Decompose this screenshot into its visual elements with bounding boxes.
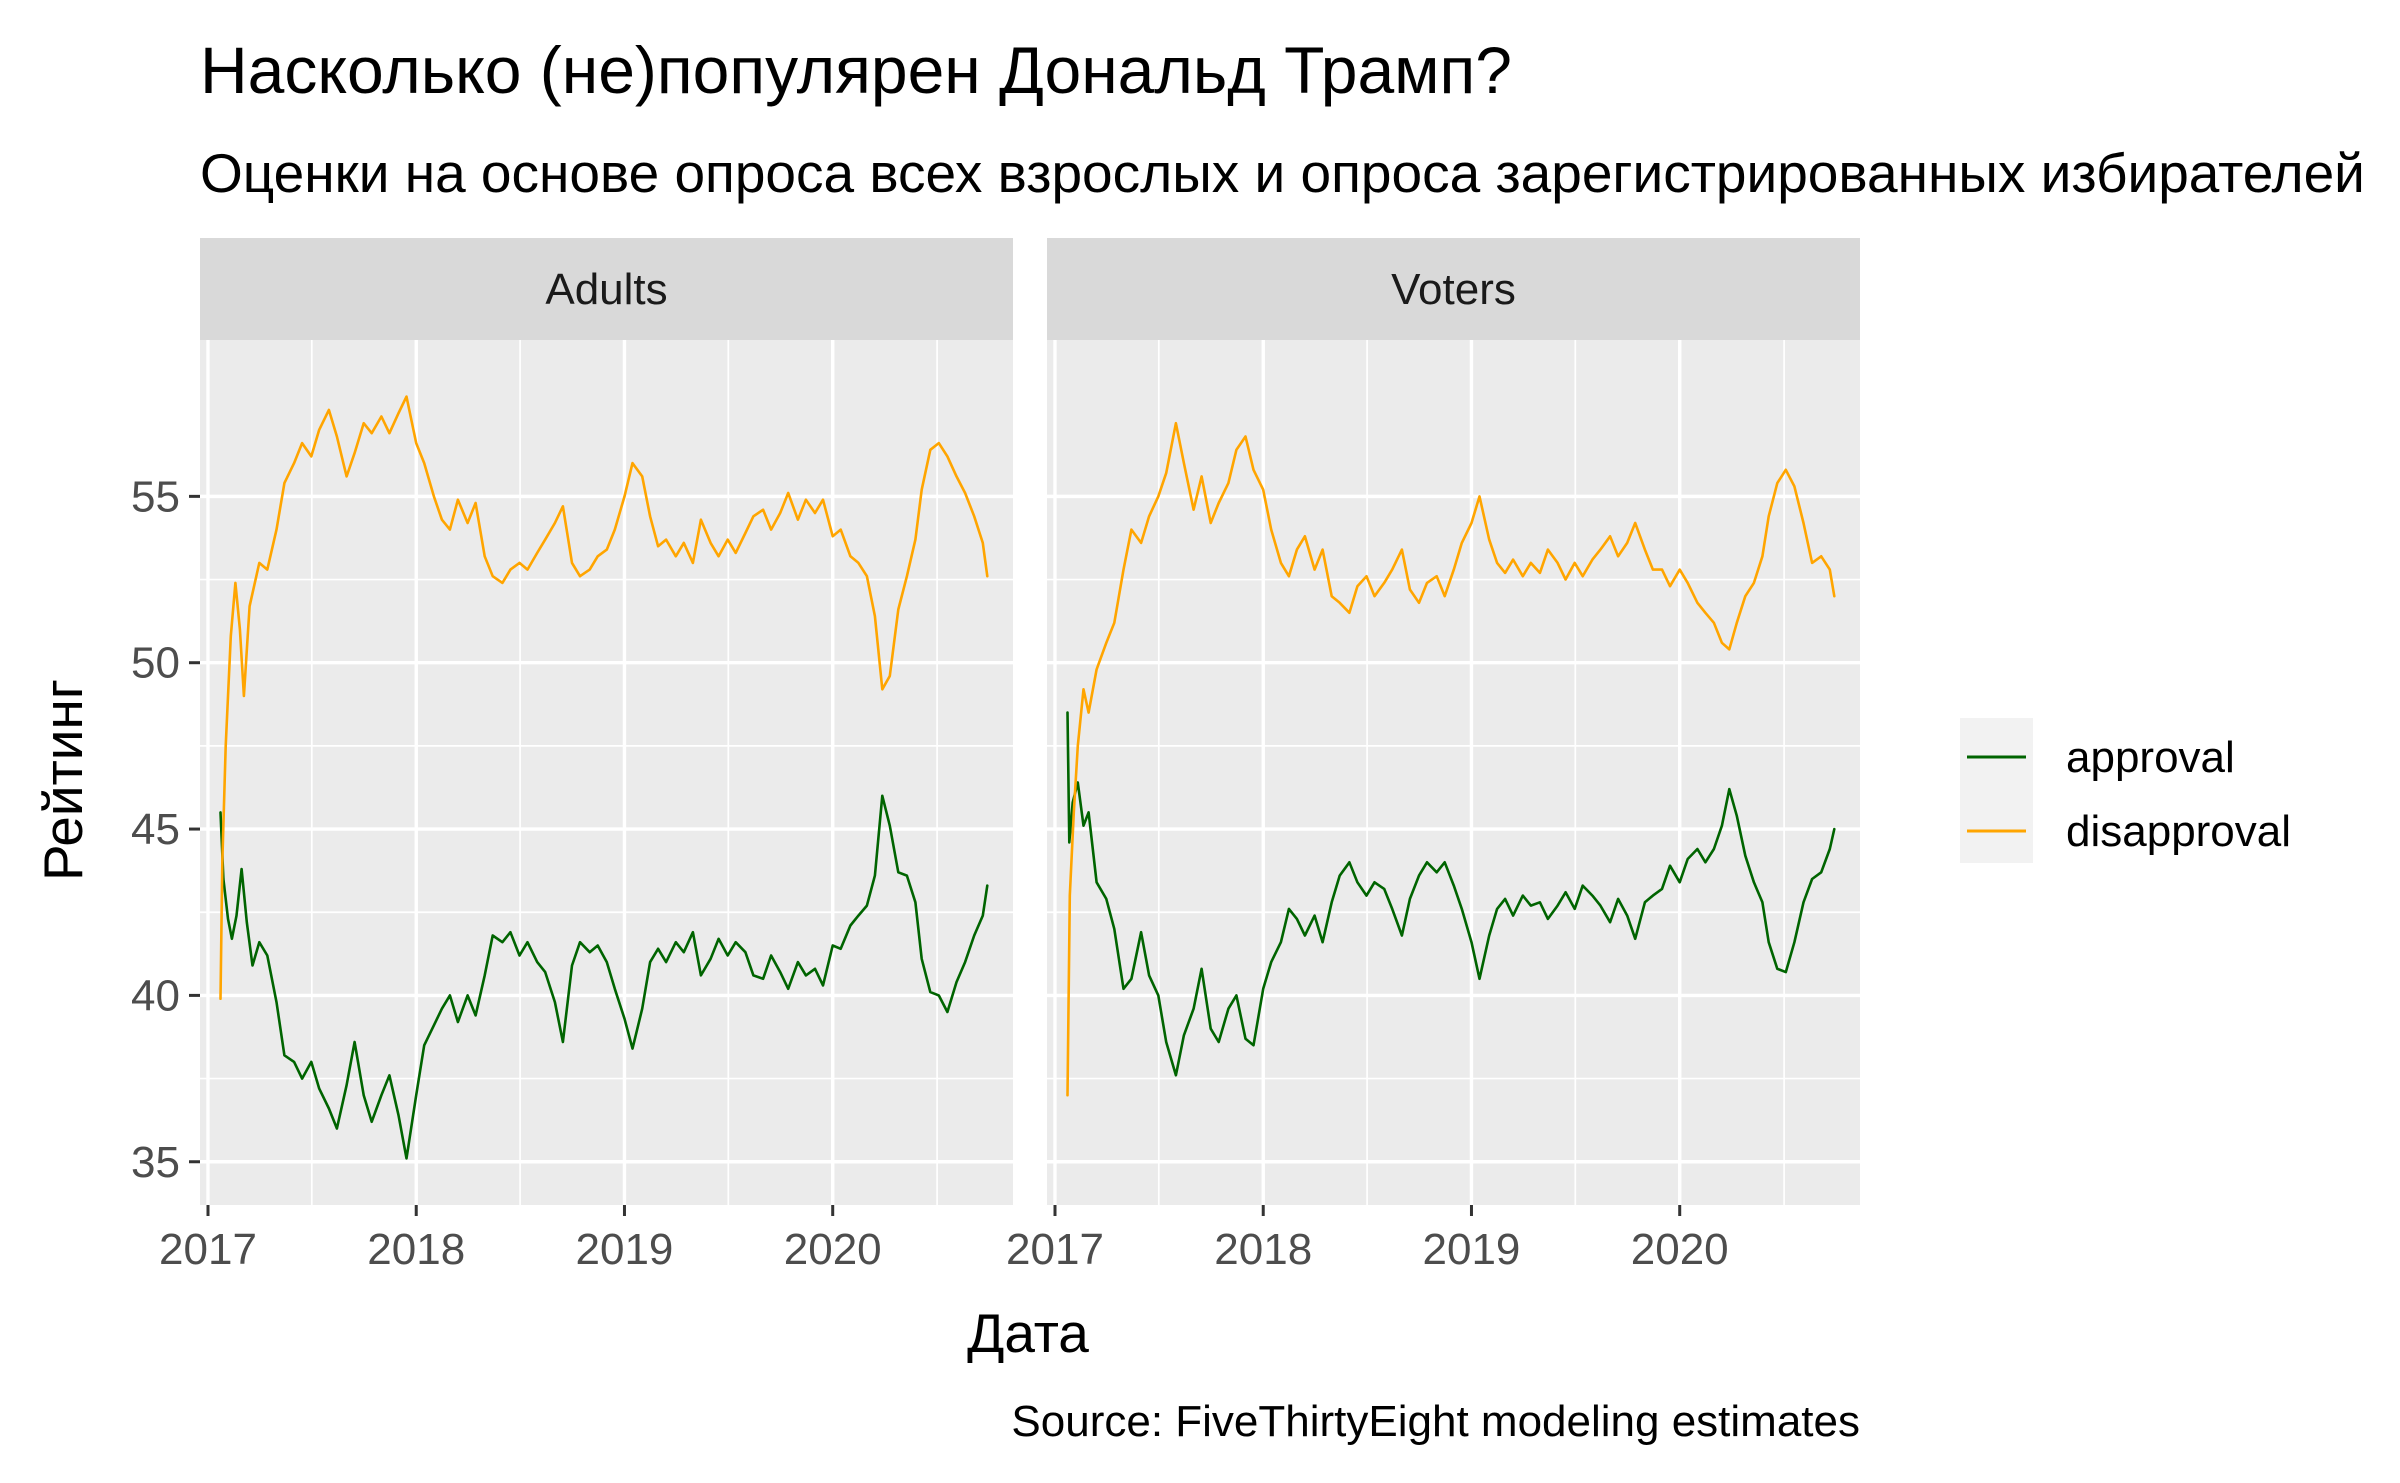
series-line-approval-voters: [1066, 711, 1836, 1077]
y-tick-label-40: 40: [131, 971, 180, 1020]
panel-background-voters: [1047, 340, 1860, 1205]
y-tick-label-45: 45: [131, 805, 180, 854]
facet-label-adults: Adults: [545, 265, 667, 314]
series-line-disapproval-adults: [219, 395, 989, 1001]
y-tick-label-50: 50: [131, 639, 180, 688]
y-tick-label-35: 35: [131, 1138, 180, 1187]
series-line-approval-adults: [219, 794, 989, 1160]
chart-subtitle: Оценки на основе опроса всех взрослых и …: [200, 142, 2365, 204]
legend: approval disapproval: [1960, 718, 2291, 863]
facet-strip-adults: [200, 238, 1013, 340]
facet-strip-voters: [1047, 238, 1860, 340]
x-tick-label-2020: 2020: [784, 1225, 882, 1274]
facet-panels: Adults 2017 2018 2019 2020 35 40 45 50 55 Voters 20…: [131, 238, 1860, 1274]
legend-label-approval: approval: [2066, 733, 2235, 782]
x-tick-label-2018: 2018: [1214, 1225, 1312, 1274]
x-axis-title: Дата: [967, 1302, 1089, 1364]
facet-panel-adults: Adults 2017 2018 2019 2020 35 40 45 50 55: [131, 238, 1013, 1274]
x-tick-label-2017: 2017: [159, 1225, 257, 1274]
facet-panel-voters: Voters 2017 2018 2019 2020: [1006, 238, 1860, 1274]
panel-background-adults: [200, 340, 1013, 1205]
legend-key-background: [1960, 718, 2033, 863]
x-tick-label-2019: 2019: [576, 1225, 674, 1274]
series-line-disapproval-voters: [1066, 421, 1836, 1097]
x-tick-label-2020: 2020: [1631, 1225, 1729, 1274]
x-tick-label-2018: 2018: [367, 1225, 465, 1274]
chart-title: Насколько (не)популярен Дональд Трамп?: [200, 33, 1512, 107]
legend-label-disapproval: disapproval: [2066, 807, 2291, 856]
y-tick-label-55: 55: [131, 472, 180, 521]
facet-label-voters: Voters: [1391, 265, 1516, 314]
x-tick-label-2017: 2017: [1006, 1225, 1104, 1274]
y-axis-title: Рейтинг: [32, 679, 94, 881]
chart-caption: Source: FiveThirtyEight modeling estimat…: [1011, 1397, 1860, 1446]
x-tick-label-2019: 2019: [1423, 1225, 1521, 1274]
